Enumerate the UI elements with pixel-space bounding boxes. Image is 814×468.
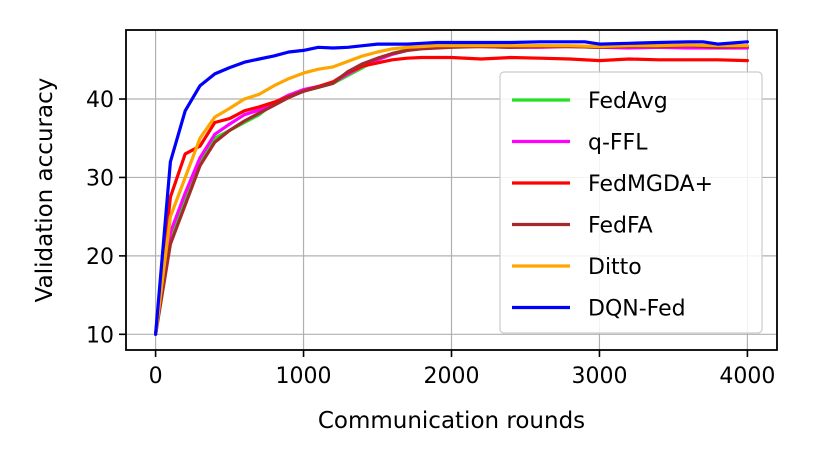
series-line-fedmgda- <box>154 55 750 336</box>
y-tick-label-30: 30 <box>86 166 114 191</box>
y-axis-label: Validation accuracy <box>32 78 58 303</box>
y-tick-label-10: 10 <box>86 323 114 348</box>
x-tick-label-4000: 4000 <box>719 364 775 389</box>
legend-label-fedmgda-: FedMGDA+ <box>588 172 713 197</box>
axis-ticks: 0 1000 2000 3000 4000 10 20 30 40 <box>86 88 775 389</box>
legend-label-fedfa: FedFA <box>588 214 653 239</box>
x-axis-label: Communication rounds <box>318 408 585 434</box>
legend-label-q-ffl: q-FFL <box>588 131 648 156</box>
x-tick-label-2000: 2000 <box>424 364 480 389</box>
y-tick-label-40: 40 <box>86 88 114 113</box>
series-layer <box>154 40 750 336</box>
x-tick-label-1000: 1000 <box>276 364 332 389</box>
legend-box <box>499 71 763 334</box>
series-line-dqn-fed <box>154 40 750 336</box>
legend: FedAvg q-FFL FedMGDA+ FedFA Ditto DQN-Fed <box>499 71 763 334</box>
legend-label-ditto: Ditto <box>588 255 642 280</box>
legend-label-dqn-fed: DQN-Fed <box>588 297 686 322</box>
x-tick-label-3000: 3000 <box>571 364 627 389</box>
x-tick-label-0: 0 <box>149 364 163 389</box>
legend-label-fedavg: FedAvg <box>588 89 668 114</box>
y-tick-label-20: 20 <box>86 245 114 270</box>
series-line-ditto <box>154 43 750 336</box>
